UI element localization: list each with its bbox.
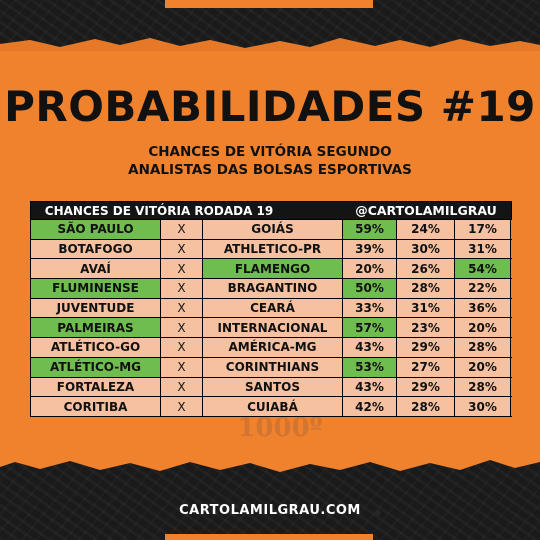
home-team-cell: CORITIBA: [31, 397, 161, 416]
draw-pct-cell: 28%: [397, 279, 455, 298]
away-team-cell: BRAGANTINO: [203, 279, 343, 298]
bottom-orange-strip: [165, 534, 373, 540]
top-orange-strip: [165, 0, 373, 8]
home-team-cell: BOTAFOGO: [31, 239, 161, 259]
table-row: FORTALEZA X SANTOS 43% 29% 28%: [30, 377, 512, 398]
home-team-cell: JUVENTUDE: [31, 298, 161, 318]
away-win-pct-cell: 54%: [455, 259, 511, 279]
table-body: SÃO PAULO X GOIÁS 59% 24% 17% BOTAFOGO X ATHLETI…: [30, 220, 512, 417]
home-win-pct-cell: 42%: [343, 397, 397, 416]
table-row: JUVENTUDE X CEARÁ 33% 31% 36%: [30, 298, 512, 319]
table-row: SÃO PAULO X GOIÁS 59% 24% 17%: [30, 220, 512, 240]
table-row: BOTAFOGO X ATHLETICO-PR 39% 30% 31%: [30, 239, 512, 260]
away-win-pct-cell: 31%: [455, 239, 511, 259]
probabilities-table: CHANCES DE VITÓRIA RODADA 19 @CARTOLAMIL…: [30, 201, 512, 417]
table-row: PALMEIRAS X INTERNACIONAL 57% 23% 20%: [30, 318, 512, 339]
away-team-cell: INTERNACIONAL: [203, 318, 343, 338]
away-team-cell: FLAMENGO: [203, 259, 343, 279]
versus-cell: X: [161, 220, 203, 239]
home-team-cell: AVAÍ: [31, 259, 161, 279]
home-win-pct-cell: 57%: [343, 318, 397, 338]
table-row: AVAÍ X FLAMENGO 20% 26% 54%: [30, 259, 512, 280]
draw-pct-cell: 24%: [397, 220, 455, 239]
subtitle-line-1: CHANCES DE VITÓRIA SEGUNDO: [148, 144, 392, 160]
table-row: FLUMINENSE X BRAGANTINO 50% 28% 22%: [30, 279, 512, 299]
home-team-cell: FORTALEZA: [31, 377, 161, 397]
home-win-pct-cell: 43%: [343, 377, 397, 397]
header-round-label: CHANCES DE VITÓRIA RODADA 19: [44, 204, 274, 218]
versus-cell: X: [161, 318, 203, 338]
home-win-pct-cell: 53%: [343, 357, 397, 377]
home-team-cell: ATLÉTICO-GO: [31, 338, 161, 357]
versus-cell: X: [161, 377, 203, 397]
draw-pct-cell: 31%: [397, 298, 455, 318]
home-win-pct-cell: 39%: [343, 239, 397, 259]
away-team-cell: CUIABÁ: [203, 397, 343, 416]
versus-cell: X: [161, 279, 203, 298]
draw-pct-cell: 30%: [397, 239, 455, 259]
draw-pct-cell: 27%: [397, 357, 455, 377]
table-row: CORITIBA X CUIABÁ 42% 28% 30%: [30, 397, 512, 417]
away-win-pct-cell: 22%: [455, 279, 511, 298]
table-row: ATLÉTICO-GO X AMÉRICA-MG 43% 29% 28%: [30, 338, 512, 358]
away-team-cell: CORINTHIANS: [203, 357, 343, 377]
away-win-pct-cell: 20%: [455, 318, 511, 338]
footer-website: CARTOLAMILGRAU.COM: [179, 503, 361, 518]
away-team-cell: AMÉRICA-MG: [203, 338, 343, 357]
away-win-pct-cell: 36%: [455, 298, 511, 318]
versus-cell: X: [161, 259, 203, 279]
away-team-cell: ATHLETICO-PR: [203, 239, 343, 259]
draw-pct-cell: 26%: [397, 259, 455, 279]
draw-pct-cell: 29%: [397, 377, 455, 397]
away-win-pct-cell: 17%: [455, 220, 511, 239]
draw-pct-cell: 29%: [397, 338, 455, 357]
table-row: ATLÉTICO-MG X CORINTHIANS 53% 27% 20%: [30, 357, 512, 378]
versus-cell: X: [161, 397, 203, 416]
versus-cell: X: [161, 338, 203, 357]
draw-pct-cell: 28%: [397, 397, 455, 416]
away-win-pct-cell: 20%: [455, 357, 511, 377]
away-team-cell: GOIÁS: [203, 220, 343, 239]
home-win-pct-cell: 20%: [343, 259, 397, 279]
header-gap: [287, 202, 341, 219]
away-team-cell: CEARÁ: [203, 298, 343, 318]
home-team-cell: SÃO PAULO: [31, 220, 161, 239]
header-handle: @CARTOLAMILGRAU: [355, 203, 497, 218]
away-win-pct-cell: 30%: [455, 397, 511, 416]
home-team-cell: ATLÉTICO-MG: [31, 357, 161, 377]
home-win-pct-cell: 33%: [343, 298, 397, 318]
home-win-pct-cell: 59%: [343, 220, 397, 239]
home-team-cell: FLUMINENSE: [31, 279, 161, 298]
away-win-pct-cell: 28%: [455, 338, 511, 357]
draw-pct-cell: 23%: [397, 318, 455, 338]
home-win-pct-cell: 50%: [343, 279, 397, 298]
home-team-cell: PALMEIRAS: [31, 318, 161, 338]
home-win-pct-cell: 43%: [343, 338, 397, 357]
versus-cell: X: [161, 239, 203, 259]
versus-cell: X: [161, 357, 203, 377]
away-team-cell: SANTOS: [203, 377, 343, 397]
subtitle-line-2: ANALISTAS DAS BOLSAS ESPORTIVAS: [128, 162, 412, 178]
away-win-pct-cell: 28%: [455, 377, 511, 397]
page-title: PROBABILIDADES #19: [4, 82, 536, 131]
versus-cell: X: [161, 298, 203, 318]
table-header: CHANCES DE VITÓRIA RODADA 19 @CARTOLAMIL…: [30, 201, 512, 220]
